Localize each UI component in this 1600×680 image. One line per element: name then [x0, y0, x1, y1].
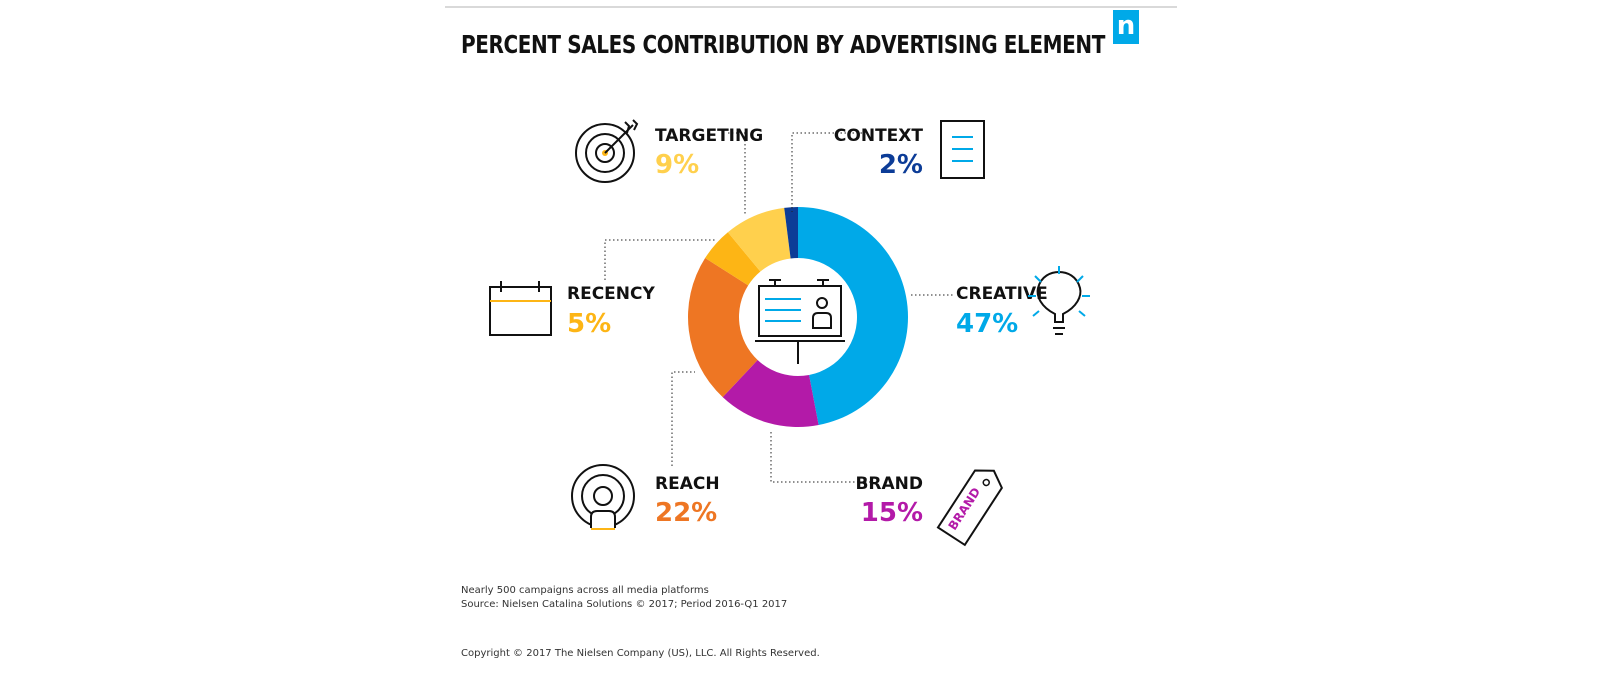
infographic-card: n PERCENT SALES CONTRIBUTION BY ADVERTIS…	[445, 0, 1177, 680]
chart-title: PERCENT SALES CONTRIBUTION BY ADVERTISIN…	[461, 30, 1106, 59]
label-creative: CREATIVE	[956, 284, 1048, 304]
donut-slices	[688, 207, 908, 427]
slice-creative	[798, 207, 908, 426]
label-reach: REACH	[655, 474, 720, 494]
target-icon	[575, 119, 639, 183]
leader-line-recency	[604, 239, 717, 280]
source-note: Source: Nielsen Catalina Solutions © 201…	[461, 599, 788, 610]
value-creative: 47%	[956, 309, 1018, 339]
document-icon	[940, 120, 985, 179]
slice-recency	[705, 232, 761, 286]
value-targeting: 9%	[655, 150, 699, 180]
billboard-icon	[755, 279, 845, 364]
slice-context	[784, 207, 798, 259]
price-tag-icon: BRAND	[936, 469, 1003, 547]
top-divider	[445, 6, 1177, 8]
leader-line-reach	[671, 371, 695, 466]
value-recency: 5%	[567, 309, 611, 339]
label-context: CONTEXT	[834, 126, 923, 146]
value-reach: 22%	[655, 498, 717, 528]
leader-line-brand	[770, 432, 872, 483]
label-recency: RECENCY	[567, 284, 655, 304]
copyright: Copyright © 2017 The Nielsen Company (US…	[461, 648, 820, 659]
slice-targeting	[727, 207, 791, 272]
label-brand: BRAND	[855, 474, 923, 494]
sample-note: Nearly 500 campaigns across all media pl…	[461, 585, 709, 596]
leader-lines	[604, 132, 953, 483]
broadcast-person-icon	[571, 464, 635, 530]
nielsen-logo: n	[1113, 10, 1139, 44]
category-labels: TARGETING 9% CONTEXT 2% RECENCY 5% CREAT…	[567, 126, 1048, 528]
slice-brand	[722, 360, 819, 427]
value-brand: 15%	[861, 498, 923, 528]
label-targeting: TARGETING	[655, 126, 763, 146]
lightbulb-icon	[1028, 266, 1090, 335]
donut-chart: TARGETING 9% CONTEXT 2% RECENCY 5% CREAT…	[489, 119, 1090, 547]
leader-line-targeting	[728, 132, 746, 215]
calendar-icon	[489, 281, 552, 336]
value-context: 2%	[879, 150, 923, 180]
slice-reach	[688, 258, 758, 398]
